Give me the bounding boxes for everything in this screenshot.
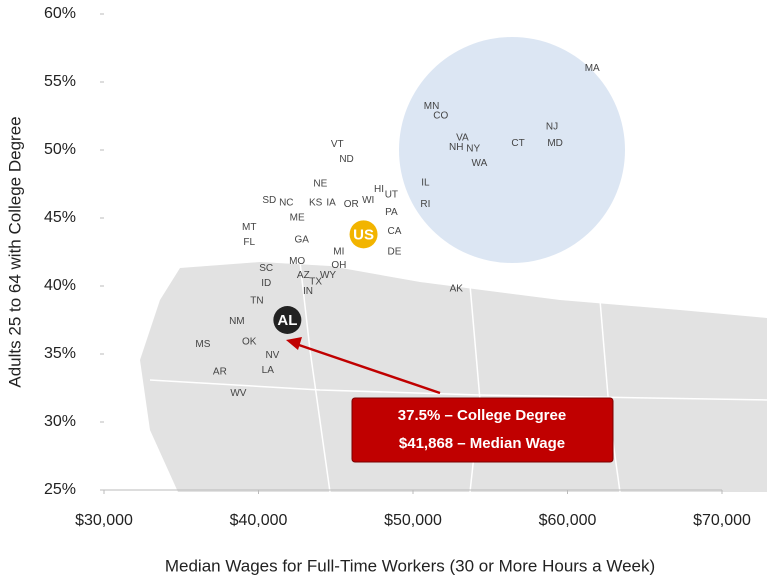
y-tick-label: 40% xyxy=(44,277,76,294)
point-label: MT xyxy=(242,222,256,233)
point-label: ME xyxy=(290,213,305,224)
point-label: CO xyxy=(433,111,448,122)
point-label: PA xyxy=(385,207,398,218)
point-label: GA xyxy=(295,234,310,245)
highlight-region xyxy=(399,37,625,263)
y-tick-label: 55% xyxy=(44,73,76,90)
point-label: NE xyxy=(313,179,327,190)
point-label: ND xyxy=(339,154,353,165)
point-label: NH xyxy=(449,142,463,153)
annotation-line: $41,868 – Median Wage xyxy=(399,435,565,452)
point-label: RI xyxy=(420,199,430,210)
point-label: FL xyxy=(243,237,255,248)
point-label: MO xyxy=(289,256,305,267)
annotation-arrow xyxy=(295,342,441,395)
point-label: NJ xyxy=(546,122,558,133)
point-label: CT xyxy=(511,138,524,149)
point-label: AR xyxy=(213,366,227,377)
point-label: WY xyxy=(320,270,336,281)
y-tick-label: 60% xyxy=(44,5,76,22)
point-label: TN xyxy=(250,296,263,307)
point-label: NY xyxy=(466,143,480,154)
point-label: LA xyxy=(262,365,275,376)
point-label: KS xyxy=(309,198,323,209)
point-label: MS xyxy=(195,339,210,350)
point-label: UT xyxy=(385,190,398,201)
x-axis-title: Median Wages for Full-Time Workers (30 o… xyxy=(165,556,655,575)
point-label: IN xyxy=(303,286,313,297)
point-label: SC xyxy=(259,263,273,274)
point-label: AK xyxy=(450,283,464,294)
point-label: MN xyxy=(424,101,440,112)
point-label: VA xyxy=(456,132,469,143)
point-label: TX xyxy=(309,277,322,288)
point-label: CA xyxy=(388,226,402,237)
x-tick-label: $40,000 xyxy=(230,512,288,529)
point-label: WA xyxy=(472,158,488,169)
point-label: OR xyxy=(344,199,359,210)
point-label: MI xyxy=(333,247,344,258)
x-tick-label: $70,000 xyxy=(693,512,751,529)
y-tick-label: 45% xyxy=(44,209,76,226)
point-label: VT xyxy=(331,139,344,150)
highlight-point xyxy=(349,220,378,249)
point-label: ID xyxy=(261,278,271,289)
point-label: DE xyxy=(388,247,402,258)
point-label: AL xyxy=(277,312,297,329)
point-label: WI xyxy=(362,195,374,206)
point-label: SD xyxy=(262,195,276,206)
point-label: NV xyxy=(265,350,279,361)
annotation-line: 37.5% – College Degree xyxy=(398,407,566,424)
point-label: OH xyxy=(331,260,346,271)
highlight-point xyxy=(273,306,302,334)
point-label: OK xyxy=(242,336,257,347)
point-label: IA xyxy=(326,198,336,209)
x-tick-label: $50,000 xyxy=(384,512,442,529)
y-tick-label: 25% xyxy=(44,481,76,498)
point-label: MD xyxy=(547,138,563,149)
point-label: MA xyxy=(585,63,600,74)
annotation-arrowhead xyxy=(286,337,302,350)
point-label: US xyxy=(353,226,374,243)
point-label: AZ xyxy=(297,270,310,281)
x-tick-label: $30,000 xyxy=(75,512,133,529)
point-label: NM xyxy=(229,316,245,327)
y-tick-label: 30% xyxy=(44,413,76,430)
point-label: HI xyxy=(374,184,384,195)
y-tick-label: 35% xyxy=(44,345,76,362)
annotation-box xyxy=(351,397,614,463)
point-label: IL xyxy=(421,177,430,188)
point-label: NC xyxy=(279,198,293,209)
point-label: WV xyxy=(230,388,246,399)
y-tick-label: 50% xyxy=(44,141,76,158)
x-tick-label: $60,000 xyxy=(539,512,597,529)
y-axis-title: Adults 25 to 64 with College Degree xyxy=(5,116,24,387)
